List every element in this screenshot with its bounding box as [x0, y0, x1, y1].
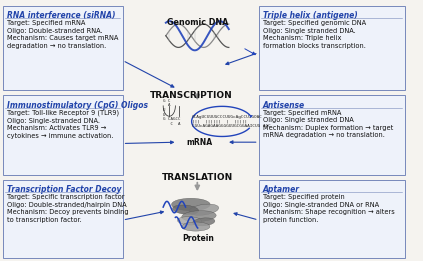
Text: Target: Toll-like Receptor 9 (TLR9)
Oligo: Single-stranded DNA.
Mechanism: Activ: Target: Toll-like Receptor 9 (TLR9) Olig…: [7, 110, 119, 139]
FancyBboxPatch shape: [258, 6, 405, 90]
Text: GCAgUCUUUGCCCUUGcAgCCUJGOAC
|||  ||||||  |  |||||
CGUcAGAGAAGGGGUUGCGGAAICUG ACC: GCAgUCUUUGCCCUUGcAgCCUJGOAC ||| |||||| |…: [192, 115, 270, 128]
FancyBboxPatch shape: [258, 96, 405, 175]
Text: Target: Specified mRNA
Oligo: Double-stranded RNA.
Mechanism: Causes target mRNA: Target: Specified mRNA Oligo: Double-str…: [7, 20, 118, 49]
Text: TRANSLATION: TRANSLATION: [162, 173, 233, 182]
FancyBboxPatch shape: [3, 6, 123, 90]
FancyBboxPatch shape: [258, 180, 405, 258]
Ellipse shape: [189, 204, 219, 215]
Ellipse shape: [173, 205, 198, 214]
Text: Antisense: Antisense: [263, 101, 305, 110]
Text: Transcription Factor Decoy: Transcription Factor Decoy: [7, 185, 121, 194]
Text: TRANSCRIPTION: TRANSCRIPTION: [150, 91, 233, 100]
Text: Protein: Protein: [182, 234, 214, 243]
Text: Triple helix (antigene): Triple helix (antigene): [263, 11, 357, 20]
Text: Aptamer: Aptamer: [263, 185, 300, 194]
Text: Genomic DNA: Genomic DNA: [167, 18, 228, 27]
Text: RNA interference (siRNA): RNA interference (siRNA): [7, 11, 115, 20]
Text: Target: Specific transcription factor
Oligo: Double-stranded/hairpin DNA
Mechani: Target: Specific transcription factor Ol…: [7, 194, 129, 223]
Ellipse shape: [181, 222, 210, 231]
Ellipse shape: [171, 198, 210, 211]
Text: mRNA: mRNA: [187, 138, 213, 147]
Ellipse shape: [182, 211, 216, 222]
Text: Target: Specified protein
Oligo: Single-stranded DNA or RNA
Mechanism: Shape rec: Target: Specified protein Oligo: Single-…: [263, 194, 395, 223]
Text: Immunostimulatory (CpG) Oligos: Immunostimulatory (CpG) Oligos: [7, 101, 148, 110]
Ellipse shape: [177, 217, 202, 225]
Text: Target: Specified genomic DNA
Oligo: Single stranded DNA.
Mechanism: Triple heli: Target: Specified genomic DNA Oligo: Sin…: [263, 20, 366, 49]
Text: G C
  A
U
U
G CAGCC
   C  A: G C A U U G CAGCC C A: [163, 99, 181, 126]
Ellipse shape: [193, 218, 215, 226]
Text: Target: Specified mRNA
Oligo: Single stranded DNA
Mechanism: Duplex formation → : Target: Specified mRNA Oligo: Single str…: [263, 110, 393, 138]
FancyBboxPatch shape: [3, 180, 123, 258]
FancyBboxPatch shape: [3, 96, 123, 175]
